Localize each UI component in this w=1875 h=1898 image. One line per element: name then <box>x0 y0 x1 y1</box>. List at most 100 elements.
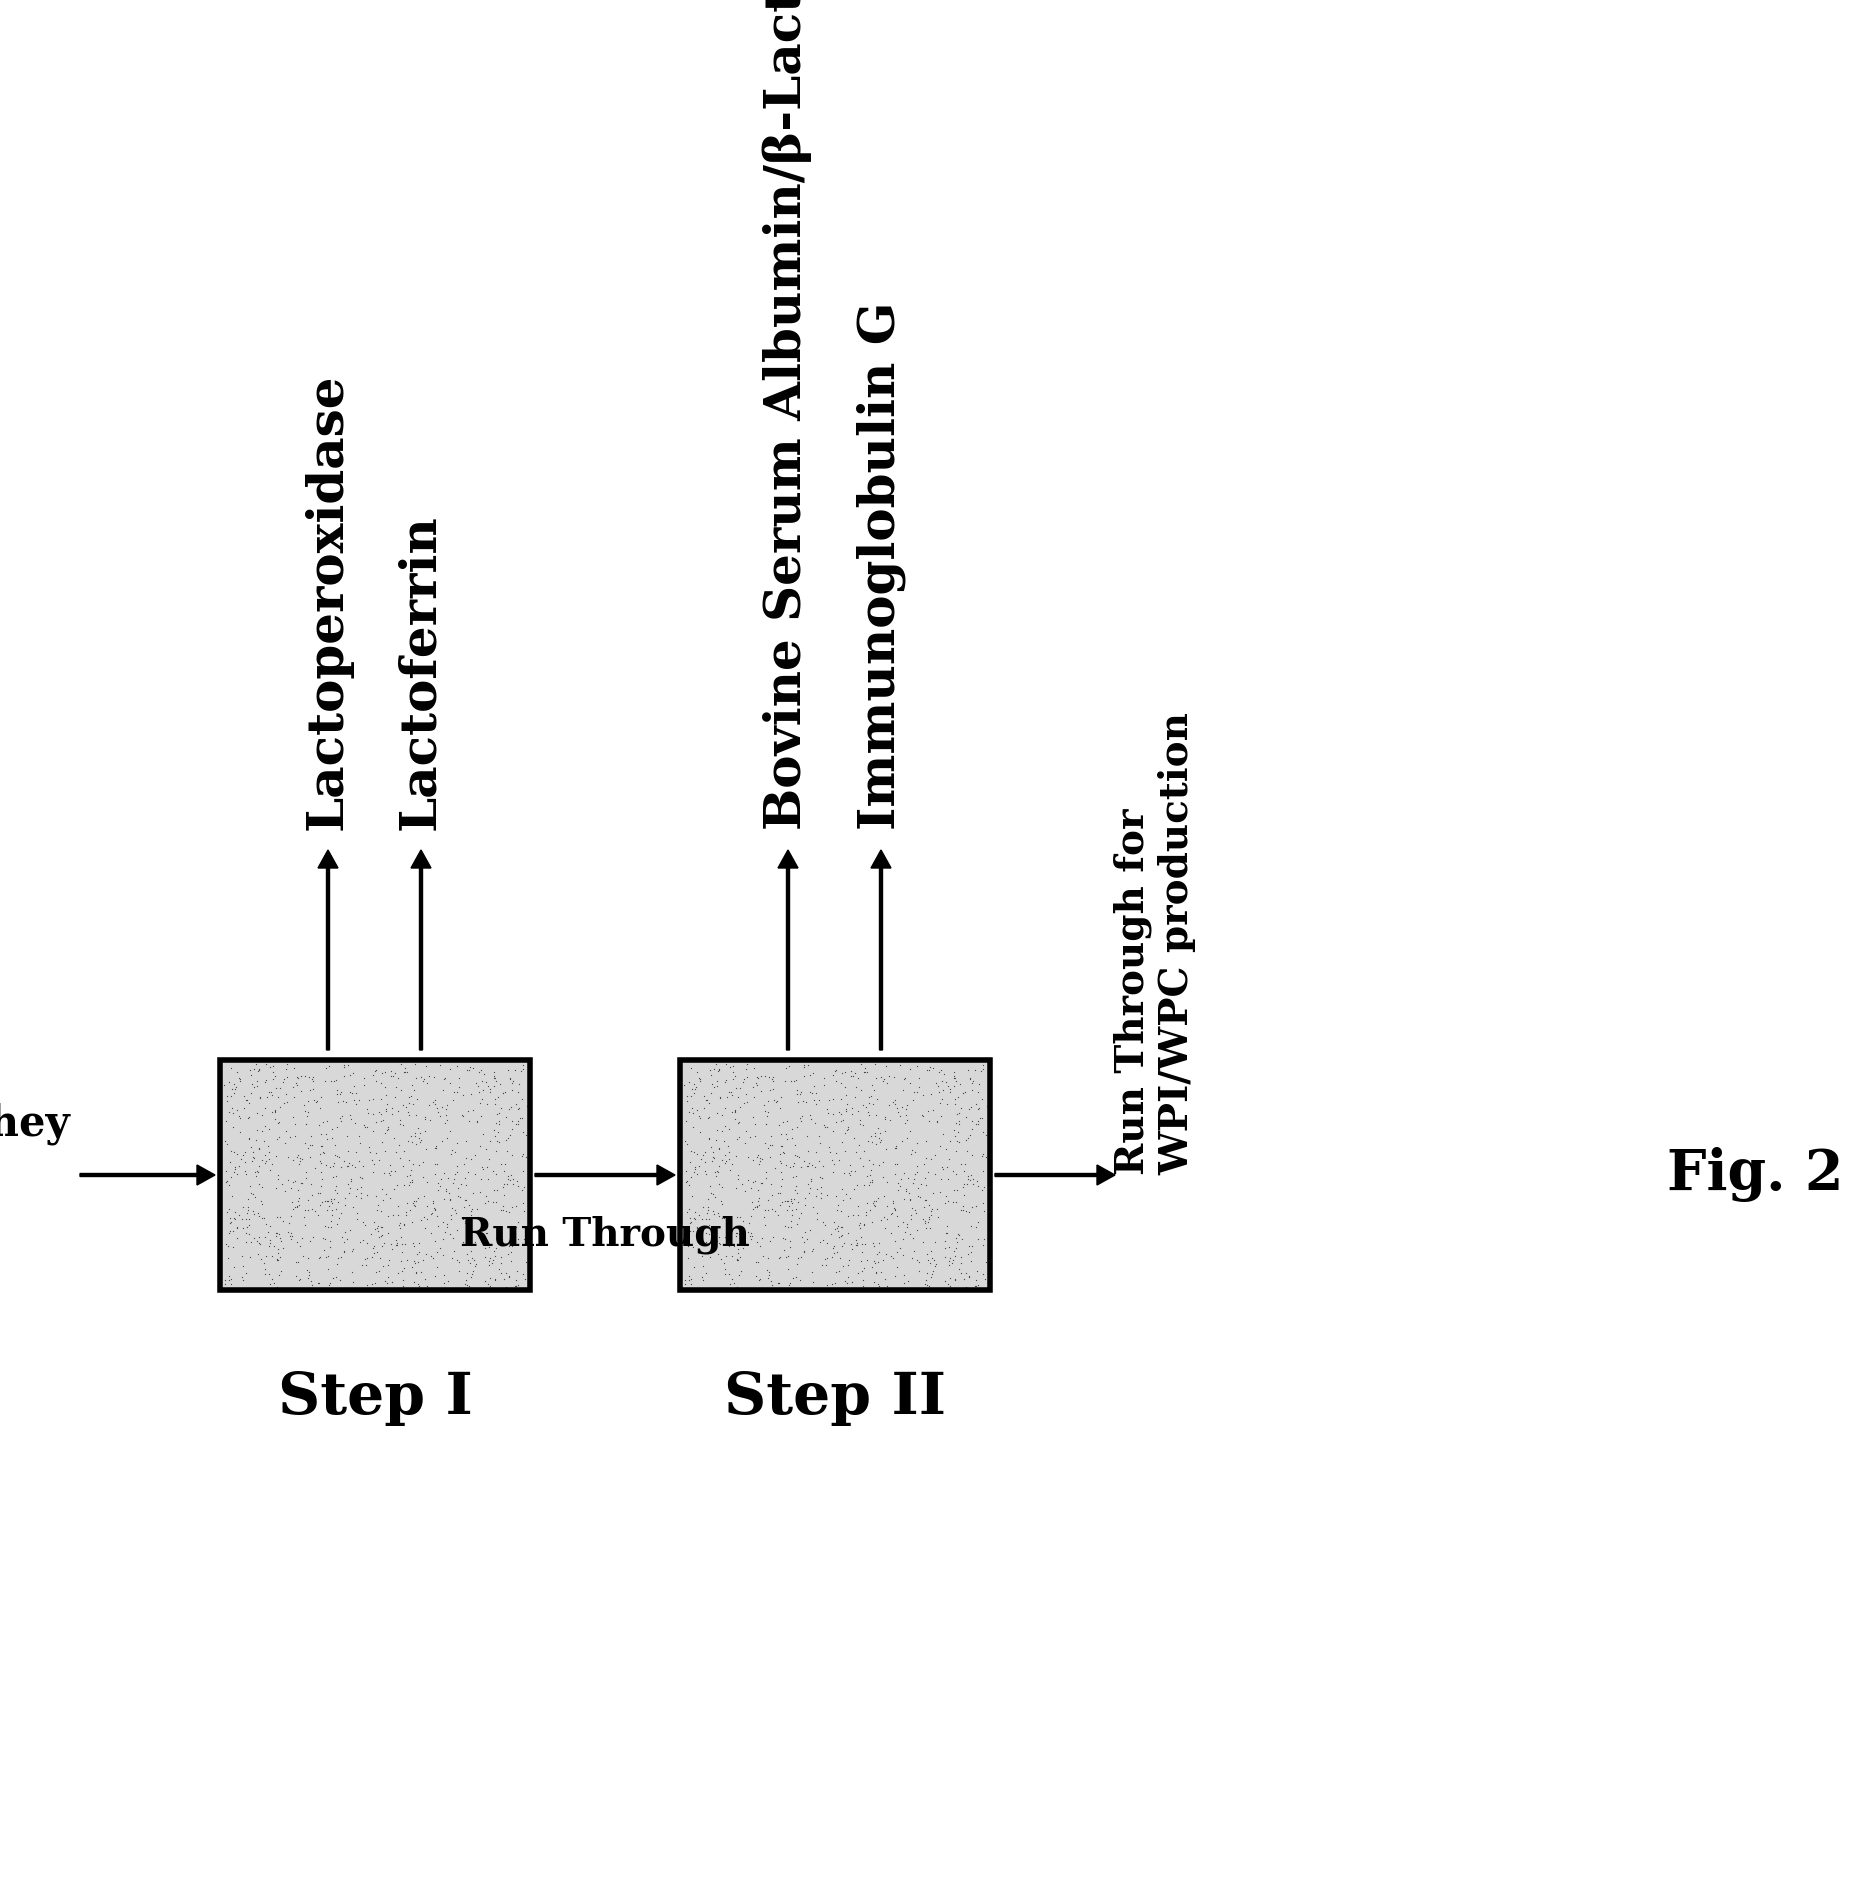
Point <box>401 1084 431 1114</box>
Point <box>671 1156 701 1186</box>
Point <box>677 1112 707 1143</box>
Point <box>744 1266 774 1296</box>
Point <box>309 1236 339 1266</box>
Point <box>673 1232 703 1262</box>
Point <box>262 1245 292 1275</box>
Point <box>827 1173 857 1203</box>
Point <box>371 1080 401 1110</box>
Point <box>750 1089 780 1120</box>
Point <box>806 1182 836 1213</box>
Point <box>896 1192 926 1222</box>
Point <box>306 1082 336 1112</box>
Point <box>394 1144 424 1175</box>
Point <box>242 1156 272 1186</box>
Point <box>292 1194 322 1224</box>
Point <box>857 1165 887 1196</box>
Point <box>459 1226 489 1256</box>
Point <box>322 1088 352 1118</box>
Point <box>801 1181 831 1211</box>
Point <box>789 1190 819 1220</box>
Point <box>343 1198 373 1228</box>
Point <box>825 1107 855 1137</box>
Point <box>774 1270 804 1300</box>
Point <box>223 1211 253 1241</box>
Point <box>384 1129 414 1160</box>
Point <box>718 1097 748 1127</box>
Point <box>938 1249 968 1279</box>
Point <box>283 1063 313 1093</box>
Point <box>968 1139 998 1169</box>
Point <box>433 1089 463 1120</box>
Point <box>484 1082 514 1112</box>
Point <box>287 1144 317 1175</box>
Point <box>296 1266 326 1296</box>
Point <box>461 1194 491 1224</box>
Point <box>741 1108 771 1139</box>
Point <box>799 1234 829 1264</box>
Point <box>722 1201 752 1232</box>
Point <box>960 1108 990 1139</box>
Point <box>287 1061 317 1091</box>
Point <box>358 1237 388 1268</box>
Point <box>341 1078 371 1108</box>
Point <box>292 1184 322 1215</box>
Point <box>722 1219 752 1249</box>
Point <box>909 1209 939 1239</box>
Point <box>696 1243 726 1274</box>
Point <box>896 1135 926 1165</box>
Text: Lactoferrin: Lactoferrin <box>396 514 446 829</box>
Point <box>804 1086 834 1116</box>
Point <box>291 1127 321 1158</box>
Point <box>272 1141 302 1171</box>
Point <box>332 1224 362 1255</box>
Point <box>763 1268 793 1298</box>
Point <box>401 1099 431 1129</box>
Point <box>720 1220 750 1251</box>
Point <box>223 1200 253 1230</box>
Point <box>354 1086 384 1116</box>
Point <box>769 1137 799 1167</box>
Point <box>878 1186 907 1217</box>
Point <box>255 1270 285 1300</box>
Point <box>388 1264 418 1294</box>
Point <box>825 1099 855 1129</box>
Point <box>338 1236 368 1266</box>
Point <box>945 1243 975 1274</box>
Point <box>377 1055 407 1086</box>
Point <box>956 1091 986 1122</box>
Point <box>731 1127 761 1158</box>
Point <box>429 1158 459 1188</box>
Point <box>742 1143 772 1173</box>
Point <box>692 1219 722 1249</box>
Point <box>716 1264 746 1294</box>
Point <box>682 1095 712 1126</box>
Point <box>326 1241 356 1272</box>
Point <box>480 1114 510 1144</box>
Point <box>279 1165 309 1196</box>
Point <box>866 1205 896 1236</box>
Point <box>328 1220 358 1251</box>
Point <box>870 1116 900 1146</box>
Point <box>879 1226 909 1256</box>
Point <box>338 1078 368 1108</box>
Point <box>231 1158 261 1188</box>
Point <box>437 1222 467 1253</box>
Point <box>375 1061 405 1091</box>
Point <box>938 1245 968 1275</box>
Point <box>334 1152 364 1182</box>
Point <box>853 1082 883 1112</box>
Point <box>722 1124 752 1154</box>
Point <box>433 1124 463 1154</box>
Point <box>767 1131 797 1162</box>
Point <box>390 1057 420 1088</box>
Point <box>339 1108 369 1139</box>
Point <box>251 1082 281 1112</box>
Point <box>311 1107 341 1137</box>
Point <box>801 1137 831 1167</box>
Point <box>849 1209 879 1239</box>
Point <box>947 1093 977 1124</box>
Point <box>412 1069 442 1099</box>
Point <box>952 1055 982 1086</box>
Point <box>454 1201 484 1232</box>
Text: Step II: Step II <box>724 1370 947 1425</box>
